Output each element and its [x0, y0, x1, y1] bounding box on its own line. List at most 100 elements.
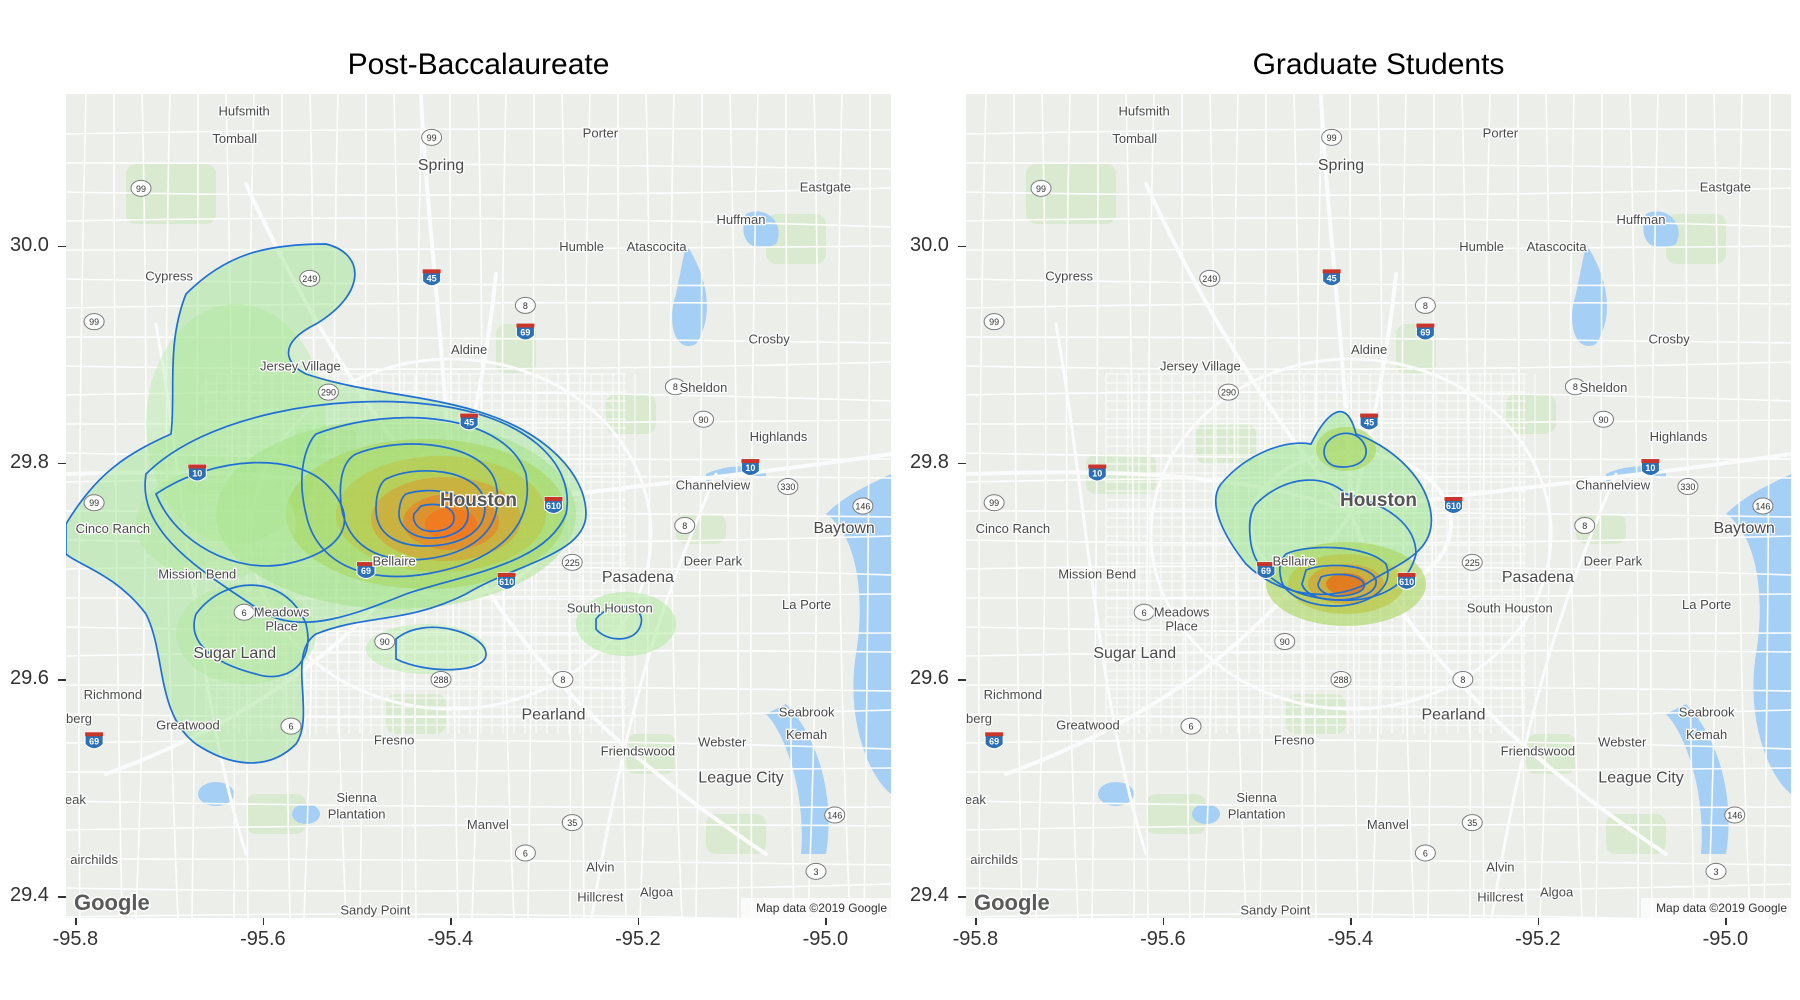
highway-shield-icon: 290	[318, 383, 339, 401]
highway-shield-icon: 10	[187, 463, 207, 482]
shield-label: 8	[1460, 675, 1465, 685]
highway-shield-icon: 146	[824, 806, 846, 824]
x-tick-label: -95.0	[802, 928, 849, 950]
highway-shield-icon: 99	[1321, 128, 1343, 146]
shield-label: 8	[682, 521, 687, 531]
basemap	[66, 94, 891, 918]
shield-label: 69	[1261, 566, 1271, 576]
shield-label: 99	[1327, 133, 1337, 143]
shield-label: 10	[1092, 468, 1102, 478]
shield-label: 90	[1598, 415, 1608, 425]
place-label: Sienna	[1236, 790, 1277, 805]
map-attribution: Map data ©2019 Google	[756, 901, 887, 915]
place-label: Hillcrest	[577, 890, 624, 905]
x-tick-mark	[450, 918, 452, 925]
y-tick-mark	[958, 896, 966, 898]
shield-label: 249	[302, 274, 317, 284]
highway-shield-icon: 6	[1133, 603, 1155, 621]
x-tick-label: -95.8	[52, 928, 99, 950]
shield-label: 288	[433, 675, 448, 685]
place-label: Sheldon	[680, 380, 728, 395]
place-label: Kemah	[786, 727, 827, 742]
highway-shield-icon: 330	[1677, 477, 1699, 495]
highway-shield-icon: 610	[544, 496, 563, 514]
place-label: La Porte	[782, 597, 831, 612]
shield-label: 45	[1327, 273, 1337, 283]
place-label: Meadows	[1154, 605, 1210, 620]
highway-shield-icon: 6	[233, 603, 255, 621]
place-label: Highlands	[1650, 429, 1708, 444]
highway-shield-icon: 69	[984, 731, 1004, 750]
place-label: Porter	[583, 125, 619, 140]
panel-post-baccalaureate: Post-Baccalaureate 99 99 249 45 8 69 99 290 8 90 4…	[10, 48, 891, 950]
place-label: Channelview	[676, 478, 751, 493]
shield-label: 146	[827, 811, 842, 821]
place-label: Deer Park	[1584, 554, 1643, 569]
shield-label: 99	[89, 317, 99, 327]
shield-label: 610	[1399, 577, 1414, 587]
shield-label: 8	[560, 675, 565, 685]
place-label: Place	[1165, 619, 1198, 634]
place-label: Greatwood	[1056, 717, 1120, 732]
shield-label: 69	[989, 736, 999, 746]
place-label: Eastgate	[800, 180, 851, 195]
place-label: Aldine	[451, 342, 487, 357]
place-label: Humble	[559, 239, 604, 254]
place-label: Jersey Village	[1160, 358, 1241, 373]
highway-shield-icon: 146	[1724, 806, 1746, 824]
place-label: Aldine	[1351, 342, 1387, 357]
shield-label: 10	[192, 468, 202, 478]
place-label: Seabrook	[779, 704, 835, 719]
shield-label: 146	[1755, 502, 1770, 512]
shield-label: 99	[989, 317, 999, 327]
y-tick-label: 29.8	[910, 450, 949, 473]
shield-label: 8	[1423, 301, 1428, 311]
place-label: Hufsmith	[1118, 104, 1169, 119]
shield-label: 610	[499, 577, 514, 587]
x-tick-label: -95.2	[1515, 928, 1561, 950]
shield-label: 99	[1036, 184, 1046, 194]
map-frame[interactable]: 99 99 249 45 8 69 99 290 8 90 45 10 10 330 610 146 99 8 69…	[66, 94, 891, 918]
x-tick-mark	[637, 918, 640, 925]
highway-shield-icon: 3	[805, 862, 827, 880]
y-tick-label: 29.6	[910, 667, 949, 690]
highway-shield-icon: 3	[1705, 862, 1727, 880]
highway-shield-icon: 10	[1087, 463, 1107, 482]
highway-shield-icon: 8	[514, 296, 536, 314]
highway-shield-icon: 8	[674, 517, 696, 535]
place-label: Seabrook	[1679, 704, 1735, 719]
place-label: Houston	[440, 490, 517, 511]
shield-label: 69	[520, 328, 530, 338]
highway-shield-icon: 225	[1461, 553, 1483, 571]
highway-shield-icon: 8	[1564, 378, 1586, 396]
shield-label: 290	[1221, 388, 1236, 398]
y-tick-label: 29.4	[10, 884, 49, 907]
place-label: Baytown	[813, 520, 874, 537]
shield-label: 6	[1142, 608, 1147, 618]
place-label: nberg	[66, 711, 92, 726]
highway-shield-icon: 6	[1180, 717, 1202, 735]
highway-shield-icon: 610	[497, 572, 517, 590]
map-frame[interactable]: 99 99 249 45 8 69 99 290 8 90 45 10 10 330 610 146 99 8 69…	[966, 94, 1791, 918]
highway-shield-icon: 45	[1359, 413, 1379, 431]
shield-label: 6	[242, 608, 247, 618]
x-tick-mark	[1537, 918, 1540, 925]
place-label: Friendswood	[1501, 743, 1575, 758]
shield-label: 146	[855, 502, 870, 512]
shield-label: 330	[780, 482, 795, 492]
highway-shield-icon: 610	[1444, 496, 1463, 514]
highway-shield-icon: 99	[1030, 179, 1052, 197]
highway-shield-icon: 8	[1414, 296, 1436, 314]
highway-shield-icon: 146	[1752, 497, 1774, 515]
place-label: Bellaire	[372, 554, 415, 569]
place-label: Sandy Point	[340, 903, 410, 918]
shield-label: 10	[745, 463, 755, 473]
highway-shield-icon: 249	[299, 269, 321, 287]
density-contours	[1215, 410, 1433, 607]
shield-label: 69	[361, 566, 371, 576]
place-label: Hufsmith	[218, 104, 269, 119]
x-tick-label: -95.2	[615, 928, 661, 950]
